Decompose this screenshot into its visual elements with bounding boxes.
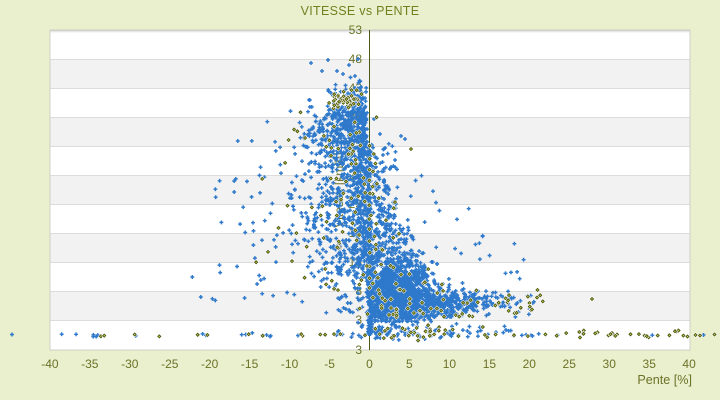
svg-text:-35: -35: [81, 357, 99, 371]
svg-text:-25: -25: [161, 357, 179, 371]
svg-text:5: 5: [406, 357, 413, 371]
svg-text:20: 20: [523, 357, 537, 371]
svg-text:-40: -40: [41, 357, 59, 371]
svg-text:25: 25: [563, 357, 577, 371]
svg-text:-15: -15: [241, 357, 259, 371]
svg-text:-20: -20: [201, 357, 219, 371]
svg-text:10: 10: [443, 357, 457, 371]
svg-text:30: 30: [603, 357, 617, 371]
svg-text:15: 15: [483, 357, 497, 371]
svg-text:53: 53: [349, 23, 363, 37]
svg-text:-30: -30: [121, 357, 139, 371]
svg-text:35: 35: [643, 357, 657, 371]
svg-text:VITESSE vs PENTE: VITESSE vs PENTE: [301, 4, 420, 18]
svg-text:-10: -10: [281, 357, 299, 371]
svg-text:40: 40: [682, 357, 696, 371]
svg-text:8: 8: [355, 284, 362, 298]
svg-text:0: 0: [366, 357, 373, 371]
svg-text:48: 48: [349, 52, 363, 66]
svg-text:3: 3: [355, 343, 362, 357]
svg-text:3: 3: [355, 313, 362, 327]
svg-text:Pente [%]: Pente [%]: [637, 373, 692, 387]
svg-text:-5: -5: [324, 357, 335, 371]
